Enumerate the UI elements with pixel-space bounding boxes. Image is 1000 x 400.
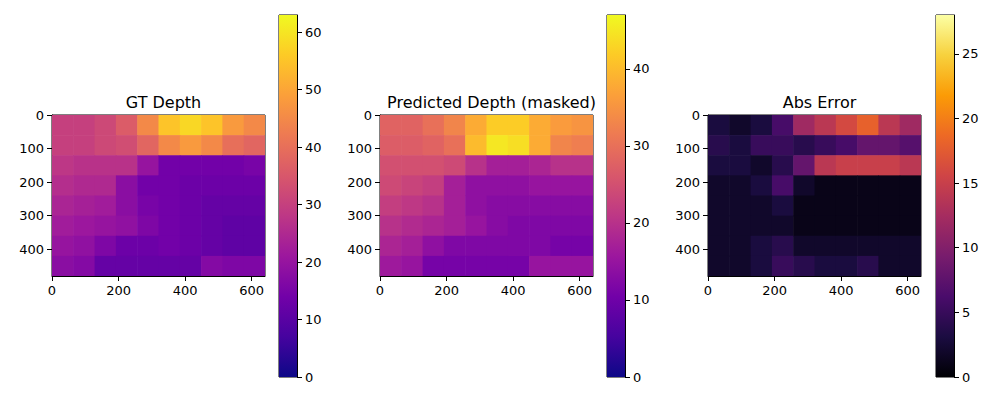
svg-text:0: 0 xyxy=(305,370,313,385)
svg-text:5: 5 xyxy=(962,305,970,320)
svg-text:200: 200 xyxy=(19,175,44,190)
svg-text:10: 10 xyxy=(633,292,650,307)
svg-text:100: 100 xyxy=(675,141,700,156)
svg-text:400: 400 xyxy=(347,242,372,257)
svg-text:20: 20 xyxy=(962,111,979,126)
svg-text:30: 30 xyxy=(633,138,650,153)
svg-text:400: 400 xyxy=(173,283,198,298)
svg-text:40: 40 xyxy=(305,140,322,155)
svg-text:10: 10 xyxy=(305,312,322,327)
svg-text:200: 200 xyxy=(675,175,700,190)
svg-text:0: 0 xyxy=(692,108,700,123)
svg-text:0: 0 xyxy=(376,283,384,298)
svg-text:200: 200 xyxy=(762,283,787,298)
svg-text:0: 0 xyxy=(633,370,641,385)
svg-text:20: 20 xyxy=(305,255,322,270)
svg-text:600: 600 xyxy=(567,283,592,298)
svg-text:Predicted Depth (masked): Predicted Depth (masked) xyxy=(387,93,596,112)
svg-text:40: 40 xyxy=(633,61,650,76)
svg-text:100: 100 xyxy=(19,141,44,156)
svg-text:15: 15 xyxy=(962,176,979,191)
svg-text:300: 300 xyxy=(347,208,372,223)
svg-text:0: 0 xyxy=(704,283,712,298)
svg-text:GT Depth: GT Depth xyxy=(126,93,201,112)
svg-text:600: 600 xyxy=(239,283,264,298)
svg-text:25: 25 xyxy=(962,46,979,61)
svg-text:60: 60 xyxy=(305,25,322,40)
svg-text:0: 0 xyxy=(36,108,44,123)
svg-text:100: 100 xyxy=(347,141,372,156)
svg-text:200: 200 xyxy=(106,283,131,298)
svg-text:400: 400 xyxy=(19,242,44,257)
svg-text:400: 400 xyxy=(501,283,526,298)
svg-text:0: 0 xyxy=(364,108,372,123)
svg-text:Abs Error: Abs Error xyxy=(783,93,857,112)
svg-text:400: 400 xyxy=(675,242,700,257)
svg-text:10: 10 xyxy=(962,240,979,255)
svg-text:400: 400 xyxy=(829,283,854,298)
svg-text:200: 200 xyxy=(434,283,459,298)
svg-text:600: 600 xyxy=(895,283,920,298)
svg-text:20: 20 xyxy=(633,215,650,230)
svg-text:0: 0 xyxy=(962,370,970,385)
svg-text:30: 30 xyxy=(305,197,322,212)
svg-text:300: 300 xyxy=(675,208,700,223)
svg-text:300: 300 xyxy=(19,208,44,223)
svg-text:0: 0 xyxy=(48,283,56,298)
svg-text:200: 200 xyxy=(347,175,372,190)
svg-text:50: 50 xyxy=(305,82,322,97)
